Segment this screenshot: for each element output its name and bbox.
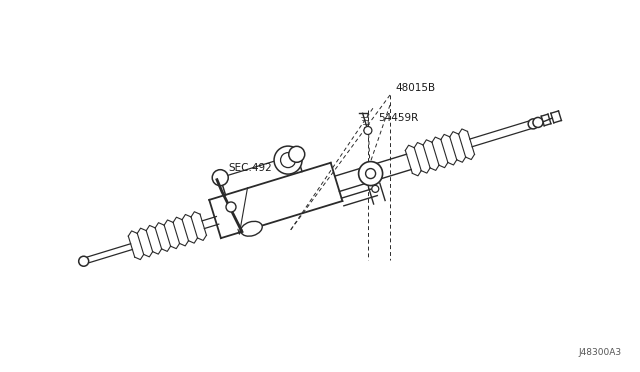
Ellipse shape — [274, 146, 302, 174]
Circle shape — [365, 169, 376, 179]
Ellipse shape — [241, 221, 262, 236]
Circle shape — [528, 119, 538, 129]
Circle shape — [533, 118, 543, 128]
Text: J48300A3: J48300A3 — [579, 348, 622, 357]
Circle shape — [372, 185, 379, 192]
Circle shape — [289, 146, 305, 162]
Text: 48015B: 48015B — [395, 83, 435, 93]
Circle shape — [364, 126, 372, 135]
Circle shape — [226, 202, 236, 212]
Text: 54459R: 54459R — [378, 113, 418, 123]
Circle shape — [212, 170, 228, 186]
Text: SEC.492: SEC.492 — [228, 163, 272, 173]
Circle shape — [358, 161, 383, 186]
Circle shape — [79, 256, 89, 266]
Ellipse shape — [280, 153, 296, 168]
